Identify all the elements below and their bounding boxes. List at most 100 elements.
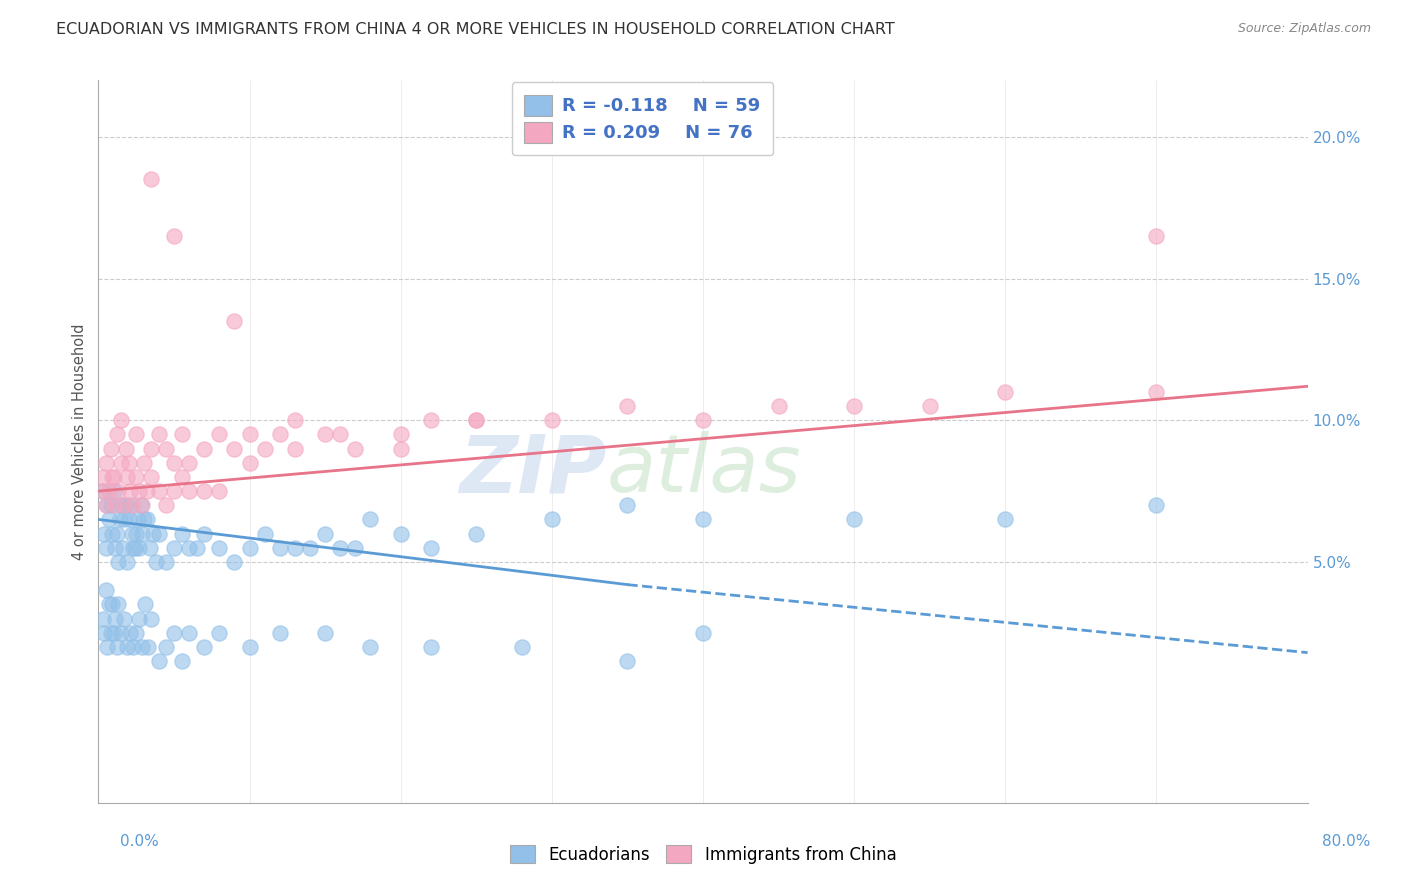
- Point: [616, 654, 638, 668]
- Point: [134, 598, 156, 612]
- Point: [1146, 384, 1168, 399]
- Point: [420, 541, 443, 555]
- Point: [128, 541, 150, 555]
- Point: [100, 442, 122, 456]
- Point: [179, 625, 201, 640]
- Point: [208, 625, 231, 640]
- Point: [163, 541, 186, 555]
- Point: [114, 442, 136, 456]
- Point: [101, 470, 124, 484]
- Point: [344, 442, 367, 456]
- Point: [112, 612, 135, 626]
- Point: [139, 541, 162, 555]
- Point: [136, 640, 159, 654]
- Point: [93, 526, 115, 541]
- Point: [540, 413, 562, 427]
- Point: [118, 512, 141, 526]
- Point: [98, 598, 121, 612]
- Point: [420, 413, 443, 427]
- Point: [208, 484, 231, 499]
- Point: [91, 470, 114, 484]
- Point: [91, 484, 114, 499]
- Point: [148, 654, 170, 668]
- Point: [170, 654, 193, 668]
- Point: [692, 512, 714, 526]
- Y-axis label: 4 or more Vehicles in Household: 4 or more Vehicles in Household: [72, 323, 87, 560]
- Point: [163, 484, 186, 499]
- Text: atlas: atlas: [606, 432, 801, 509]
- Point: [145, 555, 167, 569]
- Point: [170, 526, 193, 541]
- Point: [844, 399, 866, 413]
- Point: [239, 640, 262, 654]
- Point: [193, 526, 215, 541]
- Text: ZIP: ZIP: [458, 432, 606, 509]
- Point: [110, 456, 132, 470]
- Point: [1146, 229, 1168, 244]
- Point: [115, 555, 138, 569]
- Point: [142, 526, 165, 541]
- Point: [918, 399, 941, 413]
- Point: [122, 541, 145, 555]
- Point: [105, 640, 128, 654]
- Point: [155, 640, 177, 654]
- Point: [465, 413, 488, 427]
- Point: [314, 427, 336, 442]
- Point: [344, 541, 367, 555]
- Point: [110, 625, 132, 640]
- Point: [132, 512, 155, 526]
- Point: [112, 498, 135, 512]
- Text: ECUADORIAN VS IMMIGRANTS FROM CHINA 4 OR MORE VEHICLES IN HOUSEHOLD CORRELATION : ECUADORIAN VS IMMIGRANTS FROM CHINA 4 OR…: [56, 22, 896, 37]
- Point: [100, 625, 122, 640]
- Point: [110, 498, 132, 512]
- Point: [96, 640, 118, 654]
- Point: [91, 612, 114, 626]
- Point: [125, 470, 148, 484]
- Point: [692, 413, 714, 427]
- Point: [155, 555, 177, 569]
- Point: [115, 470, 138, 484]
- Point: [360, 512, 382, 526]
- Point: [115, 640, 138, 654]
- Point: [269, 625, 291, 640]
- Legend: R = -0.118    N = 59, R = 0.209    N = 76: R = -0.118 N = 59, R = 0.209 N = 76: [512, 82, 773, 155]
- Point: [170, 470, 193, 484]
- Point: [193, 484, 215, 499]
- Point: [389, 427, 412, 442]
- Point: [103, 470, 125, 484]
- Point: [107, 555, 129, 569]
- Point: [148, 484, 170, 499]
- Point: [118, 456, 141, 470]
- Point: [193, 442, 215, 456]
- Point: [314, 625, 336, 640]
- Point: [104, 541, 127, 555]
- Point: [103, 625, 125, 640]
- Point: [94, 541, 117, 555]
- Point: [122, 498, 145, 512]
- Point: [96, 498, 118, 512]
- Point: [104, 498, 127, 512]
- Point: [253, 526, 276, 541]
- Point: [179, 456, 201, 470]
- Point: [994, 384, 1017, 399]
- Point: [105, 526, 128, 541]
- Point: [98, 512, 121, 526]
- Point: [129, 498, 152, 512]
- Point: [131, 640, 153, 654]
- Point: [540, 512, 562, 526]
- Point: [1146, 498, 1168, 512]
- Point: [163, 625, 186, 640]
- Point: [155, 498, 177, 512]
- Point: [389, 442, 412, 456]
- Point: [193, 640, 215, 654]
- Point: [284, 541, 307, 555]
- Point: [163, 229, 186, 244]
- Point: [125, 427, 148, 442]
- Point: [239, 541, 262, 555]
- Point: [114, 498, 136, 512]
- Point: [510, 640, 533, 654]
- Point: [239, 456, 262, 470]
- Point: [224, 555, 246, 569]
- Point: [108, 512, 131, 526]
- Point: [125, 625, 148, 640]
